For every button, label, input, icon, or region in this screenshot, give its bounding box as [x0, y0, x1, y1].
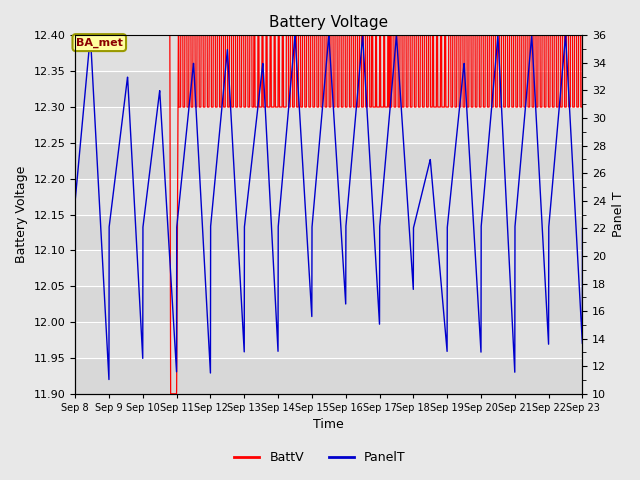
Legend: BattV, PanelT: BattV, PanelT	[229, 446, 411, 469]
Y-axis label: Panel T: Panel T	[612, 192, 625, 238]
Bar	[75, 179, 582, 215]
Bar	[75, 215, 582, 251]
Bar	[75, 286, 582, 322]
Bar	[75, 322, 582, 358]
Bar	[75, 143, 582, 179]
Y-axis label: Battery Voltage: Battery Voltage	[15, 166, 28, 263]
Bar	[75, 71, 582, 107]
X-axis label: Time: Time	[314, 419, 344, 432]
Bar	[75, 251, 582, 286]
Text: BA_met: BA_met	[76, 37, 123, 48]
Title: Battery Voltage: Battery Voltage	[269, 15, 388, 30]
Bar	[75, 107, 582, 143]
Bar	[75, 36, 582, 71]
Bar	[75, 358, 582, 394]
